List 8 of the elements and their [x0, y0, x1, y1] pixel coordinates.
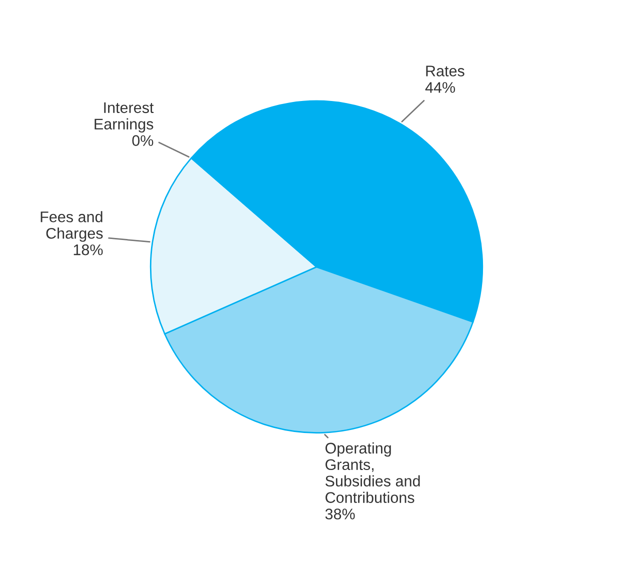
data-label: 44%	[425, 82, 456, 93]
category-label: Interest Earnings	[94, 102, 154, 133]
data-label: 18%	[74, 244, 103, 256]
slice-label: Operating Grants, Subsidies and Contributions	[325, 442, 420, 503]
slice-label: Fees and Charges	[40, 211, 103, 242]
slice-label: Rates	[426, 66, 464, 76]
text: 0%	[132, 135, 154, 146]
data-label: 38%	[325, 508, 355, 520]
